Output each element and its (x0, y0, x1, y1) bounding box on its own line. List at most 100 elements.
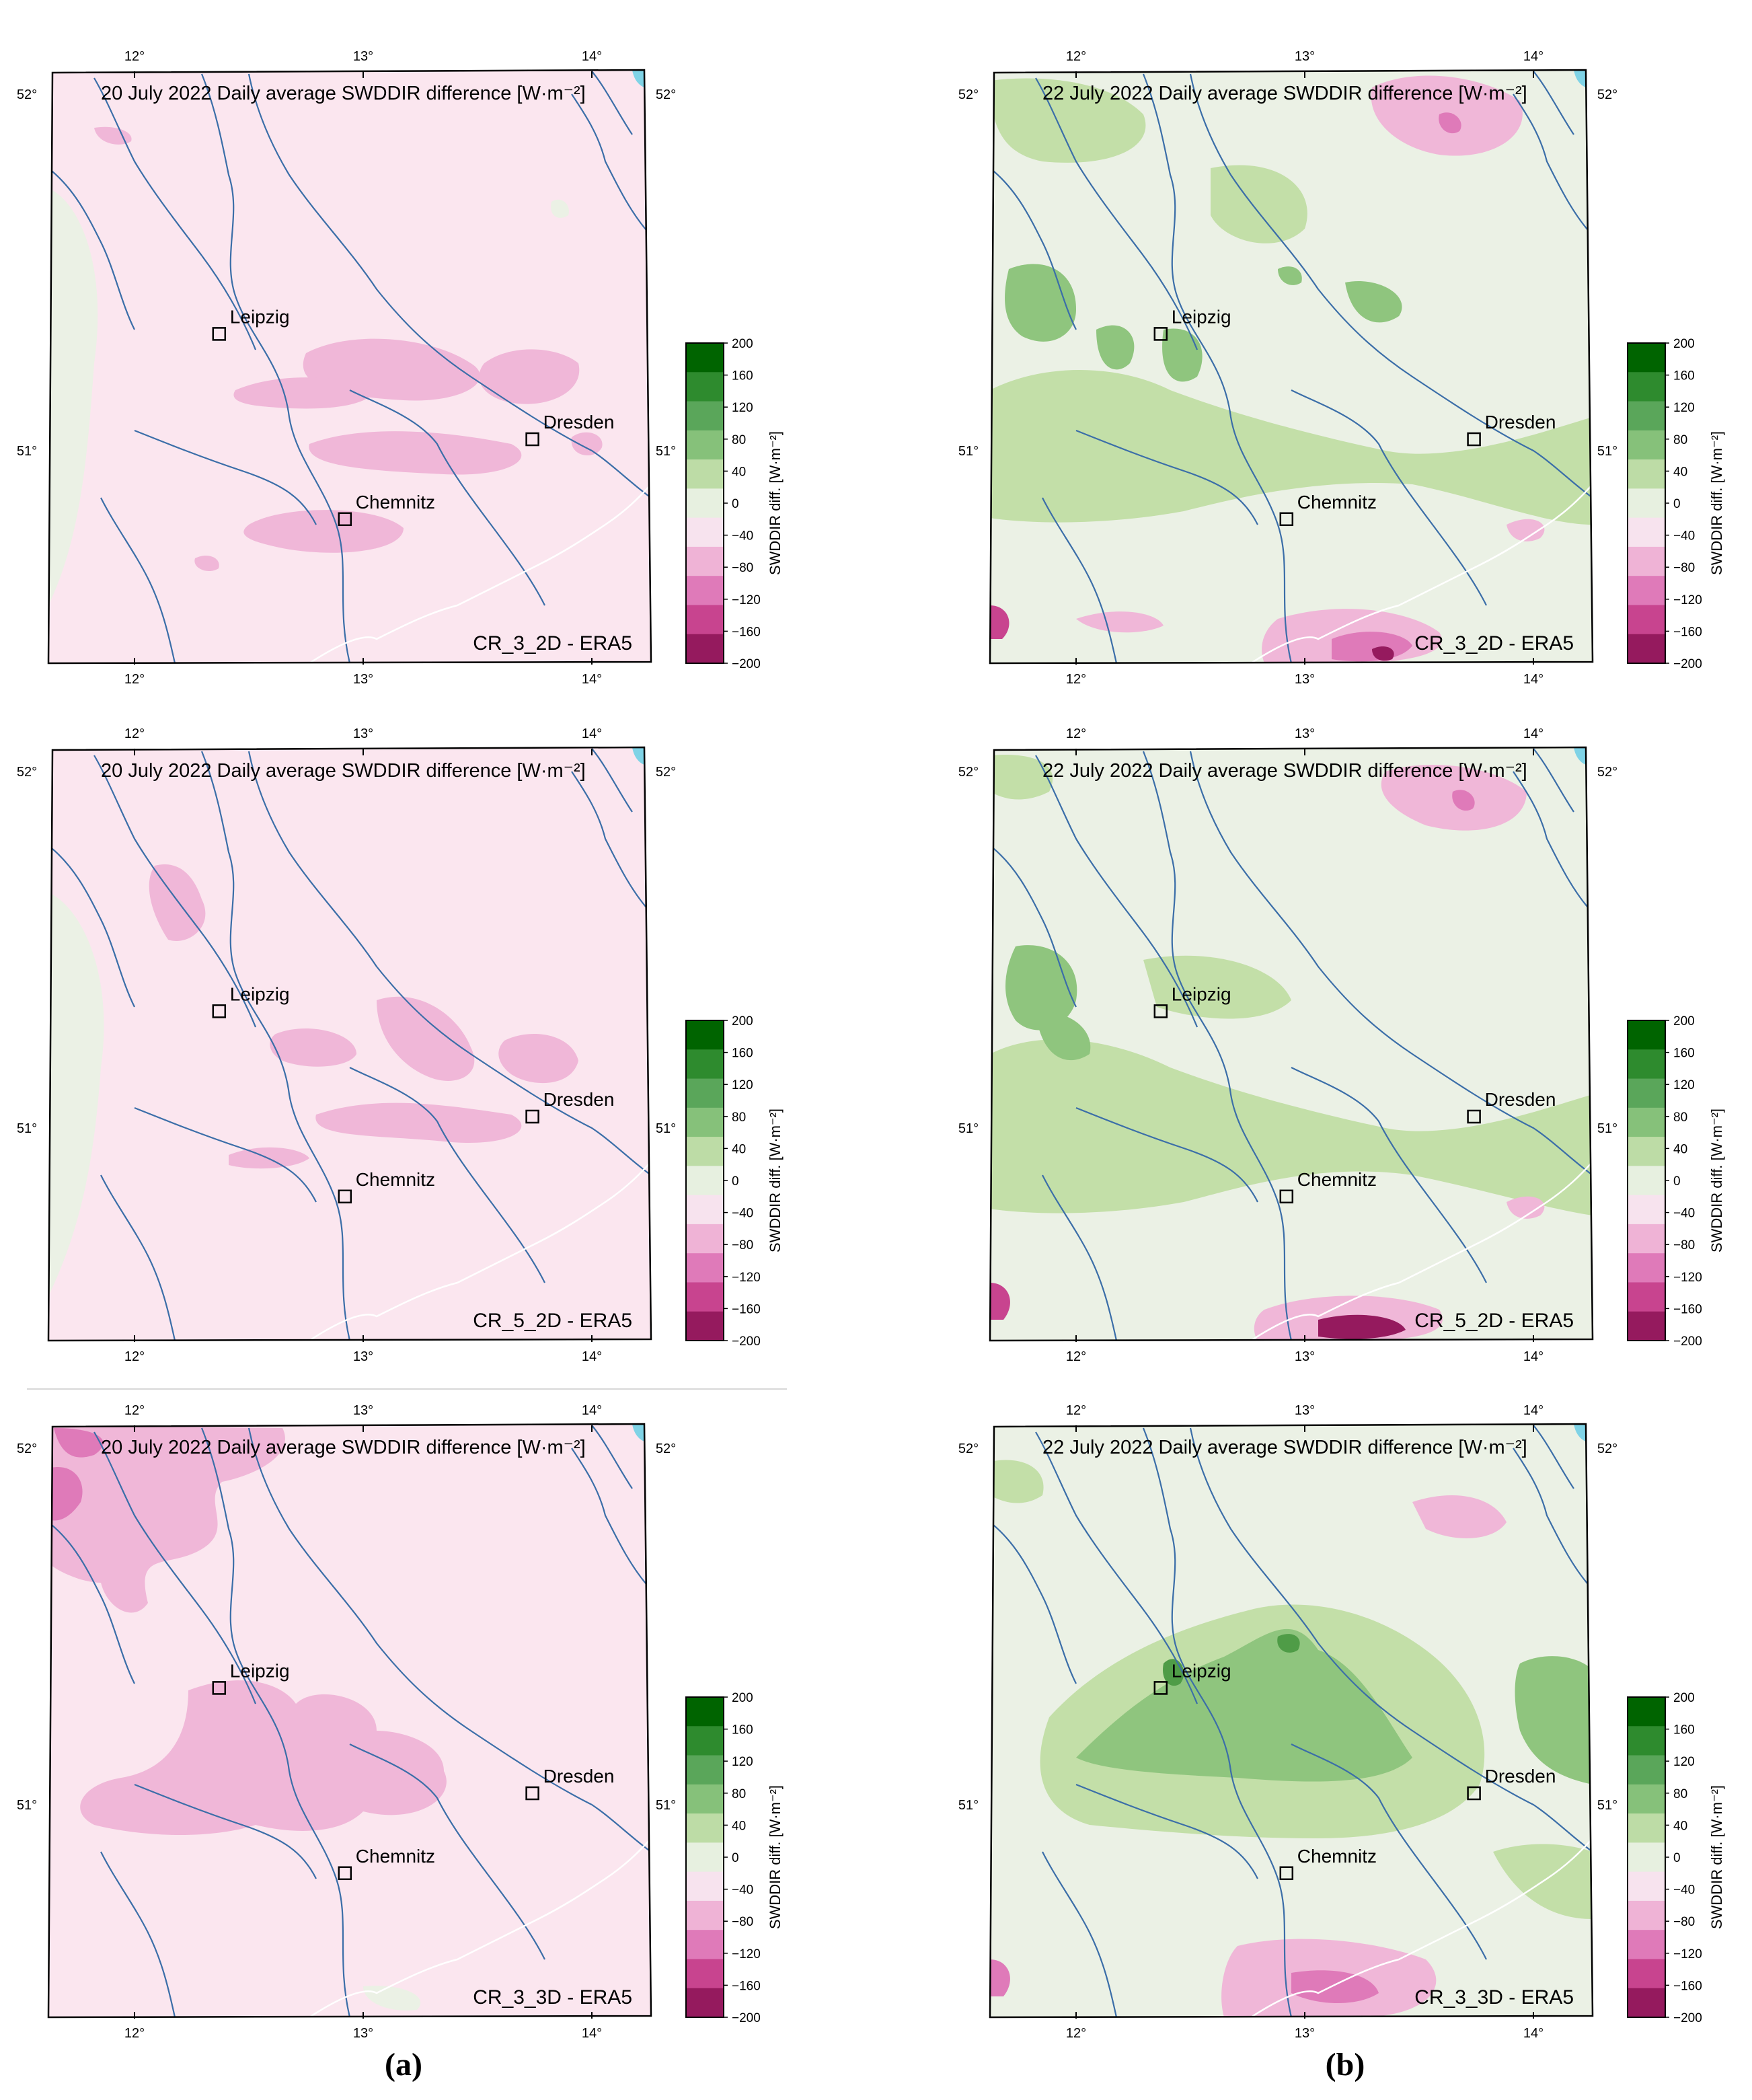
city-marker (212, 327, 227, 341)
contour-region (479, 349, 580, 404)
map-frame (47, 1423, 652, 2019)
river-line (1042, 1174, 1118, 1341)
lat-tick-label-left: 52° (958, 765, 979, 780)
lat-tick-label-left: 52° (17, 765, 37, 780)
panel-a3: 12° 12° 13° 13° 14° 14° 52° 52° 51° 51° 20 July 20… (0, 1367, 861, 2040)
contour-region (1345, 281, 1402, 323)
contour-region (54, 1428, 104, 1458)
colorbar-bin (1628, 1784, 1665, 1814)
colorbar-tick-label: −80 (732, 1915, 753, 1929)
river-line (93, 1431, 257, 1704)
contour-region (1036, 1012, 1091, 1061)
city-label-dresden: Dresden (543, 412, 615, 433)
colorbar-tick-label: −40 (732, 1883, 753, 1898)
lat-tick-label-left: 51° (17, 1121, 37, 1136)
colorbar-label: SWDDIR diff. [W·m⁻²] (1708, 431, 1725, 575)
river-line (591, 1425, 633, 1489)
contour-region (1452, 790, 1475, 811)
contour-region (990, 754, 1053, 800)
river-line (48, 1522, 135, 1684)
colorbar-bin (1628, 1282, 1665, 1312)
colorbar-bin (686, 1107, 724, 1137)
lat-tick-label-right: 51° (656, 444, 676, 459)
city-marker (212, 1681, 227, 1695)
colorbar-bin (1628, 517, 1665, 548)
contour-region (990, 78, 1146, 163)
lat-tick-label-left: 51° (17, 444, 37, 459)
city-label-chemnitz: Chemnitz (1297, 1169, 1377, 1190)
colorbar-bin (686, 430, 724, 460)
river-line (1035, 755, 1198, 1028)
contour-region (48, 1467, 83, 1521)
lon-tick-label-top: 13° (353, 49, 373, 64)
lon-tick-label-top: 12° (1066, 49, 1086, 64)
colorbar-tick-label: 0 (732, 497, 739, 511)
colorbar-bin (1628, 1224, 1665, 1254)
colorbar-tick-label: 0 (732, 1851, 739, 1865)
panel-title: 22 July 2022 Daily average SWDDIR differ… (1042, 760, 1527, 782)
river-line (1291, 1743, 1487, 1960)
colorbar-tick-label: −120 (732, 593, 761, 607)
lon-tick-label-bottom: 12° (1066, 1349, 1086, 1363)
lon-tick-label-bottom: 12° (124, 1349, 145, 1363)
river-line (1042, 497, 1118, 663)
colorbar-bin (1628, 1049, 1665, 1080)
colorbar-tick-label: 120 (1673, 401, 1695, 415)
lat-tick-label-right: 51° (1597, 444, 1617, 459)
colorbar-bin (1628, 1930, 1665, 1959)
colorbar-bin (1628, 1813, 1665, 1843)
colorbar-bin (1628, 430, 1665, 460)
lat-tick-label-right: 51° (1597, 1798, 1617, 1813)
colorbar-bin (1628, 1137, 1665, 1166)
contour-region (309, 431, 522, 475)
lon-tick-label-bottom: 13° (1295, 672, 1315, 686)
colorbar-bin (1628, 1195, 1665, 1225)
panel-b2: 12° 12° 13° 13° 14° 14° 52° 52° 51° 51° 22 July 20… (942, 691, 1752, 1363)
colorbar-tick-label: 120 (732, 1755, 753, 1769)
river-line (990, 167, 1077, 330)
contour-region (1439, 112, 1461, 134)
colorbar-tick-label: 120 (1673, 1078, 1695, 1092)
river-line (200, 73, 351, 663)
colorbar-tick-label: −40 (1673, 1883, 1695, 1898)
contour-region (1162, 328, 1203, 382)
river-line (200, 751, 351, 1341)
panel-title: 20 July 2022 Daily average SWDDIR differ… (101, 1437, 586, 1458)
river-line (1291, 1067, 1487, 1283)
lon-tick-label-top: 13° (1295, 726, 1315, 741)
colorbar-bin (686, 459, 724, 489)
river-line (1075, 1783, 1258, 1879)
colorbar-tick-label: 40 (732, 1142, 746, 1156)
city-marker (525, 432, 539, 447)
colorbar-tick-label: 160 (1673, 1723, 1695, 1737)
lon-tick-label-top: 14° (1523, 1403, 1544, 1418)
river-line (349, 389, 545, 606)
run-label: CR_5_2D - ERA5 (473, 1310, 632, 1332)
lat-tick-label-right: 51° (1597, 1121, 1617, 1136)
colorbar-bin (686, 372, 724, 402)
colorbar-bin (1628, 1988, 1665, 2018)
river-line (1533, 1425, 1574, 1489)
country-border (309, 484, 651, 663)
city-label-leipzig: Leipzig (230, 1660, 290, 1681)
colorbar-bin (1628, 1900, 1665, 1930)
river-line (571, 771, 651, 913)
colorbar-bin (1628, 1842, 1665, 1873)
contour-region (990, 1460, 1044, 1503)
contour-region (94, 126, 132, 145)
water-area (1574, 70, 1586, 87)
lon-tick-label-top: 14° (1523, 49, 1544, 64)
river-line (990, 1522, 1077, 1684)
colorbar-tick-label: −200 (732, 2011, 761, 2025)
colorbar-bin (1628, 1697, 1665, 1727)
colorbar-bin (686, 1282, 724, 1312)
colorbar-bin (1628, 401, 1665, 431)
colorbar-tick-label: 120 (732, 1078, 753, 1092)
river-line (1533, 748, 1574, 813)
lat-tick-label-left: 52° (17, 1441, 37, 1456)
caption-a: (a) (385, 2047, 422, 2083)
colorbar-tick-label: 80 (732, 1111, 746, 1125)
colorbar-tick-label: −40 (732, 1207, 753, 1221)
colorbar-tick-label: 80 (1673, 1111, 1687, 1125)
colorbar-bin (686, 1988, 724, 2018)
